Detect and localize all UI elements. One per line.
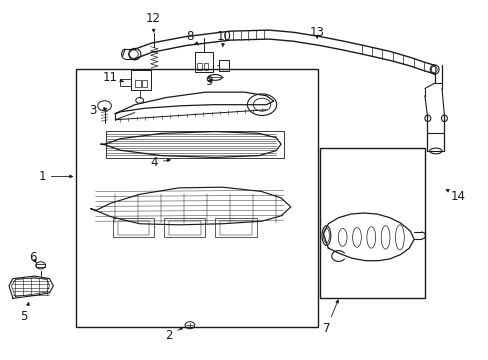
Bar [194,51,213,72]
Bar [142,80,147,87]
Text: 12: 12 [145,12,160,32]
Bar [135,80,141,87]
Text: 9: 9 [205,75,213,88]
Text: 11: 11 [102,71,123,84]
Bar [215,218,256,237]
Text: 3: 3 [89,104,106,117]
Bar [320,148,424,298]
Text: 7: 7 [322,300,338,335]
Text: 2: 2 [165,327,183,342]
Bar [163,218,205,237]
Bar [203,63,208,69]
Bar [168,221,200,234]
Bar [76,69,317,327]
Text: 8: 8 [186,30,198,45]
Text: 1: 1 [39,170,72,183]
Bar [36,264,45,267]
Bar [120,79,131,86]
Text: 14: 14 [445,189,465,203]
Text: 10: 10 [216,30,231,46]
Bar [197,63,202,69]
Bar [218,60,229,71]
Text: 5: 5 [20,303,29,324]
Bar [131,70,151,90]
Bar [220,221,251,234]
Text: 13: 13 [308,27,324,40]
Bar [113,218,154,237]
Text: 4: 4 [150,156,170,169]
Bar [105,131,283,158]
Text: 6: 6 [29,251,36,264]
Bar [118,221,149,234]
